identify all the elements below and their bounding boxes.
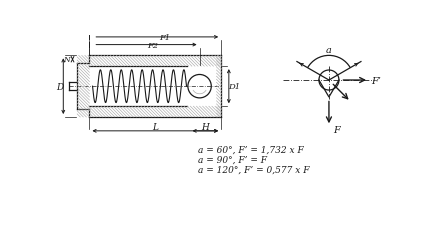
Text: F: F xyxy=(333,125,340,134)
Text: F2: F2 xyxy=(146,41,158,49)
Text: L: L xyxy=(152,122,158,131)
Text: N: N xyxy=(63,56,69,64)
Text: F’: F’ xyxy=(371,76,381,85)
Text: F1: F1 xyxy=(159,34,170,42)
Text: a = 90°, F’ = F: a = 90°, F’ = F xyxy=(198,155,267,164)
Text: H: H xyxy=(201,122,209,131)
Text: a = 120°, F’ = 0,577 x F: a = 120°, F’ = 0,577 x F xyxy=(198,165,310,174)
Text: a: a xyxy=(326,46,332,55)
Text: a = 60°, F’ = 1,732 x F: a = 60°, F’ = 1,732 x F xyxy=(198,145,304,154)
Text: D1: D1 xyxy=(228,83,240,91)
Text: D: D xyxy=(56,82,63,91)
